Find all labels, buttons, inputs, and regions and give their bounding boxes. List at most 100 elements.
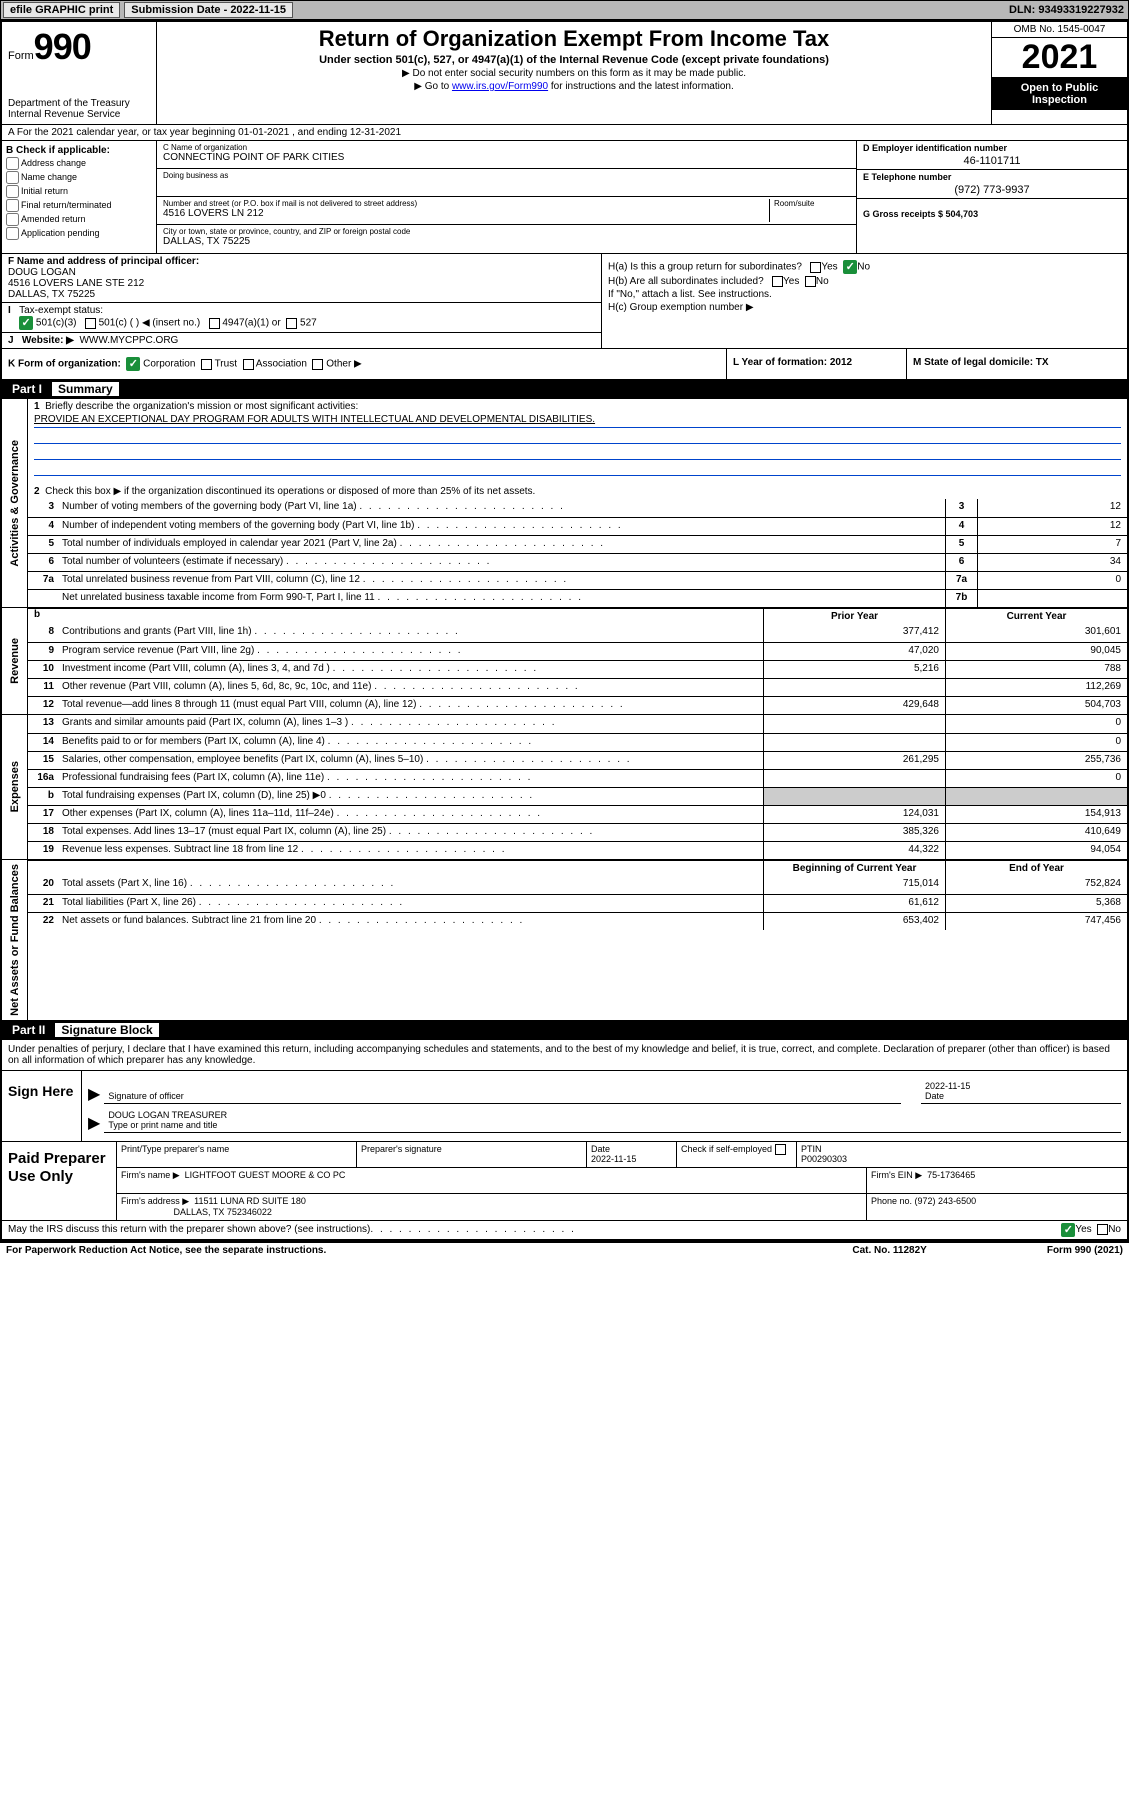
chk-4947[interactable] bbox=[209, 318, 220, 329]
addr-label: Number and street (or P.O. box if mail i… bbox=[163, 199, 765, 208]
form-subtitle: Under section 501(c), 527, or 4947(a)(1)… bbox=[163, 54, 985, 66]
firm-ein-value: 75-1736465 bbox=[927, 1170, 975, 1180]
side-expenses: Expenses bbox=[7, 757, 23, 816]
col-b-header: B Check if applicable: bbox=[6, 145, 152, 156]
row-box: 7a bbox=[945, 572, 977, 589]
pt-date-value: 2022-11-15 bbox=[591, 1154, 672, 1164]
section-b-to-g: B Check if applicable: Address change Na… bbox=[2, 140, 1127, 253]
summary-row: 20Total assets (Part X, line 16) 715,014… bbox=[28, 876, 1127, 894]
row-prior: 47,020 bbox=[763, 643, 945, 660]
row-box: 6 bbox=[945, 554, 977, 571]
row-num: 17 bbox=[28, 806, 58, 823]
hdr-eoy: End of Year bbox=[945, 861, 1127, 876]
row-box: 5 bbox=[945, 536, 977, 553]
row-desc: Total number of individuals employed in … bbox=[58, 536, 945, 553]
chk-other[interactable] bbox=[312, 359, 323, 370]
dept-label: Department of the Treasury bbox=[8, 98, 150, 109]
row-prior: 124,031 bbox=[763, 806, 945, 823]
name-title-label: Type or print name and title bbox=[108, 1120, 1117, 1130]
chk-501c3[interactable]: ✓ bbox=[19, 316, 33, 330]
summary-row: 11Other revenue (Part VIII, column (A), … bbox=[28, 678, 1127, 696]
chk-501c[interactable] bbox=[85, 318, 96, 329]
summary-row: 6Total number of volunteers (estimate if… bbox=[28, 553, 1127, 571]
part-i-num: Part I bbox=[8, 382, 52, 396]
summary-row: 15Salaries, other compensation, employee… bbox=[28, 751, 1127, 769]
paperwork-notice: For Paperwork Reduction Act Notice, see … bbox=[6, 1245, 326, 1256]
phone-value: (972) 773-9937 bbox=[863, 182, 1121, 196]
k-other: Other ▶ bbox=[326, 359, 361, 370]
hb-yes[interactable] bbox=[772, 276, 783, 287]
row-num: 21 bbox=[28, 895, 58, 912]
row-prior: 385,326 bbox=[763, 824, 945, 841]
row-j: J Website: ▶ WWW.MYCPPC.ORG bbox=[2, 332, 601, 348]
i-527: 527 bbox=[300, 318, 317, 329]
discuss-yes[interactable]: ✓ bbox=[1061, 1223, 1075, 1237]
summary-row: 21Total liabilities (Part X, line 26) 61… bbox=[28, 894, 1127, 912]
i-501c: 501(c) ( ) ◀ (insert no.) bbox=[99, 318, 201, 329]
row-prior: 429,648 bbox=[763, 697, 945, 714]
hb-line: H(b) Are all subordinates included? Yes … bbox=[608, 276, 1121, 287]
firm-name-value: LIGHTFOOT GUEST MOORE & CO PC bbox=[185, 1170, 346, 1180]
row-current bbox=[945, 788, 1127, 805]
row-i: I Tax-exempt status: ✓ 501(c)(3) 501(c) … bbox=[2, 302, 601, 332]
row-prior: 44,322 bbox=[763, 842, 945, 859]
summary-row: 14Benefits paid to or for members (Part … bbox=[28, 733, 1127, 751]
part-ii-header: Part II Signature Block bbox=[2, 1020, 1127, 1039]
row-num: 3 bbox=[28, 499, 58, 517]
form-ref: Form 990 (2021) bbox=[1047, 1245, 1123, 1256]
arrow-icon: ▶ bbox=[88, 1084, 100, 1104]
chk-address-change[interactable]: Address change bbox=[6, 157, 152, 170]
arrow-icon: ▶ bbox=[88, 1113, 100, 1133]
row-current: 0 bbox=[945, 734, 1127, 751]
summary-row: 10Investment income (Part VIII, column (… bbox=[28, 660, 1127, 678]
discuss-no[interactable] bbox=[1097, 1224, 1108, 1235]
ha-label: H(a) Is this a group return for subordin… bbox=[608, 262, 802, 273]
chk-assoc[interactable] bbox=[243, 359, 254, 370]
row-num: 15 bbox=[28, 752, 58, 769]
submission-date-button[interactable]: Submission Date - 2022-11-15 bbox=[124, 2, 293, 18]
chk-app-pending[interactable]: Application pending bbox=[6, 227, 152, 240]
hb-no[interactable] bbox=[805, 276, 816, 287]
row-num: 12 bbox=[28, 697, 58, 714]
row-box: 7b bbox=[945, 590, 977, 607]
row-a-period: A For the 2021 calendar year, or tax yea… bbox=[2, 124, 1127, 140]
irs-link[interactable]: www.irs.gov/Form990 bbox=[452, 81, 548, 92]
row-desc: Total fundraising expenses (Part IX, col… bbox=[58, 788, 763, 805]
part-ii-num: Part II bbox=[8, 1023, 55, 1037]
chk-name-change[interactable]: Name change bbox=[6, 171, 152, 184]
q2-label: Check this box ▶ if the organization dis… bbox=[45, 486, 535, 497]
cat-number: Cat. No. 11282Y bbox=[852, 1245, 926, 1256]
chk-amended[interactable]: Amended return bbox=[6, 213, 152, 226]
j-label: Website: ▶ bbox=[22, 335, 74, 346]
ha-yes[interactable] bbox=[810, 262, 821, 273]
chk-corp[interactable]: ✓ bbox=[126, 357, 140, 371]
efile-button[interactable]: efile GRAPHIC print bbox=[3, 2, 120, 18]
row-desc: Grants and similar amounts paid (Part IX… bbox=[58, 715, 763, 733]
ptin-value: P00290303 bbox=[801, 1154, 1123, 1164]
chk-initial-return[interactable]: Initial return bbox=[6, 185, 152, 198]
chk-final-return[interactable]: Final return/terminated bbox=[6, 199, 152, 212]
ha-no[interactable]: ✓ bbox=[843, 260, 857, 274]
row-val bbox=[977, 590, 1127, 607]
form-prefix: Form bbox=[8, 50, 34, 62]
chk-trust[interactable] bbox=[201, 359, 212, 370]
row-desc: Number of voting members of the governin… bbox=[58, 499, 945, 517]
row-prior bbox=[763, 770, 945, 787]
row-box: 3 bbox=[945, 499, 977, 517]
row-num: 13 bbox=[28, 715, 58, 733]
row-current: 255,736 bbox=[945, 752, 1127, 769]
firm-phone: Phone no. (972) 243-6500 bbox=[867, 1194, 1127, 1220]
row-prior: 5,216 bbox=[763, 661, 945, 678]
group-net: Net Assets or Fund Balances Beginning of… bbox=[2, 859, 1127, 1020]
sig-date-value: 2022-11-15 bbox=[925, 1081, 1117, 1091]
summary-row: 22Net assets or fund balances. Subtract … bbox=[28, 912, 1127, 930]
row-desc: Net assets or fund balances. Subtract li… bbox=[58, 913, 763, 930]
chk-self-employed[interactable] bbox=[775, 1144, 786, 1155]
chk-527[interactable] bbox=[286, 318, 297, 329]
header-left: Form990 Department of the Treasury Inter… bbox=[2, 22, 157, 124]
l-value: L Year of formation: 2012 bbox=[727, 349, 907, 379]
row-desc: Net unrelated business taxable income fr… bbox=[58, 590, 945, 607]
row-desc: Program service revenue (Part VIII, line… bbox=[58, 643, 763, 660]
row-val: 34 bbox=[977, 554, 1127, 571]
part-ii-title: Signature Block bbox=[55, 1023, 158, 1037]
